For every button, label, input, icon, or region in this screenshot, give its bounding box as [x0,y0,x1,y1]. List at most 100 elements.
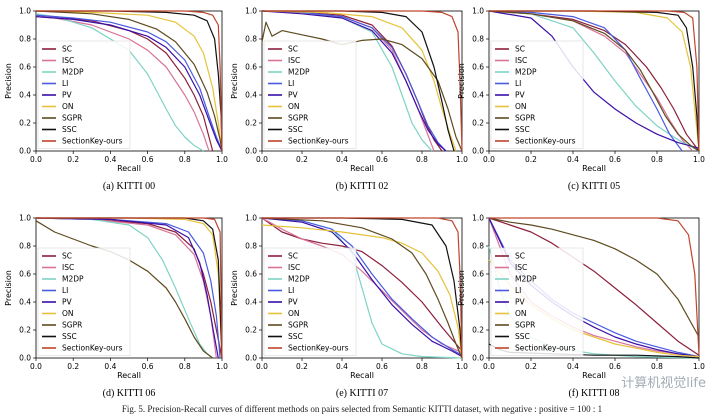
y-axis-label: Precision [457,63,466,99]
x-axis-label: Recall [582,371,606,380]
x-tick-label: 0.6 [376,155,388,164]
series-line-sc [261,217,463,352]
legend-label: SectionKey-ours [515,137,576,146]
y-tick-label: 1.0 [472,7,484,16]
chart-panel-2: 0.0 0.2 0.4 0.6 0.8 1.0 0.0 0.2 0.4 0.6 0.8 1.0 Reca… [230,7,468,192]
y-tick-label: 0.6 [245,270,257,279]
x-tick-label: 0.8 [179,362,191,371]
legend-label: LI [62,286,68,295]
series-line-li [261,217,463,356]
legend-label: ON [288,309,300,318]
x-tick-label: 0.8 [179,155,191,164]
y-tick-label: 1.0 [19,7,31,16]
x-axis-label: Recall [350,371,374,380]
series-line-sc [488,10,700,152]
legend-label: M2DP [62,68,84,77]
chart-panel-1: 0.0 0.2 0.4 0.6 0.8 1.0 0.0 0.2 0.4 0.6 0.8 1.0 Reca… [4,7,228,192]
series-line-sgpr [261,217,463,359]
y-axis-label: Precision [230,63,239,99]
y-tick-label: 0.6 [245,63,257,72]
x-tick-label: 1.0 [693,362,705,371]
legend-label: SC [288,252,298,261]
x-tick-label: 0.8 [651,362,663,371]
x-tick-label: 0.4 [104,362,116,371]
x-tick-label: 0.2 [525,362,537,371]
figure-caption: Fig. 5. Precision-Recall curves of diffe… [121,404,603,414]
x-tick-label: 0.0 [483,155,495,164]
x-tick-label: 0.6 [142,362,154,371]
legend-label: SectionKey-ours [515,344,576,353]
legend-label: SGPR [288,114,308,123]
y-tick-label: 0.4 [19,298,31,307]
watermark-text: 计算机视觉life [621,376,706,391]
chart-panel-4: 0.0 0.2 0.4 0.6 0.8 1.0 0.0 0.2 0.4 0.6 0.8 1.0 Reca… [4,214,228,399]
legend-label: SGPR [62,114,82,123]
x-tick-label: 0.2 [525,155,537,164]
legend-label: PV [288,91,299,100]
legend-label: SC [515,45,525,54]
legend-label: SC [62,252,72,261]
y-tick-label: 0.4 [19,91,31,100]
x-tick-label: 0.0 [30,155,42,164]
x-tick-label: 0.4 [336,362,348,371]
y-tick-label: 0.4 [245,91,257,100]
legend-label: LI [288,79,294,88]
series-line-li [261,10,447,152]
y-tick-label: 1.0 [245,214,257,223]
x-axis-label: Recall [350,164,374,173]
legend-label: SectionKey-ours [62,344,123,353]
subfigure-caption: (a) KITTI 00 [103,181,155,192]
x-tick-label: 0.0 [30,362,42,371]
legend-label: SSC [515,125,530,134]
series-line-sectionkey-ours [262,217,463,359]
y-tick-label: 0.2 [245,119,257,128]
series-line-sgpr [35,10,223,152]
y-tick-label: 0.8 [245,35,257,44]
legend: SC ISC M2DP LI PV ON SGPR SSC SectionKey-ours [490,247,584,356]
legend-label: SGPR [62,321,82,330]
legend: SC ISC M2DP LI PV ON SGPR SSC SectionKey-ours [37,40,131,149]
legend-label: SectionKey-ours [62,137,123,146]
legend-label: LI [515,286,521,295]
y-tick-label: 0.8 [472,242,484,251]
x-axis-label: Recall [582,164,606,173]
legend-label: ISC [62,263,74,272]
legend: SC ISC M2DP LI PV ON SGPR SSC SectionKey-ours [37,247,131,356]
legend-label: PV [62,91,73,100]
y-tick-label: 0.0 [472,147,484,156]
legend-label: M2DP [62,275,84,284]
series-line-pv [261,10,447,152]
legend-label: LI [62,79,68,88]
y-axis-label: Precision [4,63,13,99]
x-tick-label: 1.0 [693,155,705,164]
legend-label: M2DP [515,275,537,284]
y-tick-label: 0.2 [472,119,484,128]
series-line-sgpr [35,220,214,359]
y-tick-label: 0.6 [19,63,31,72]
series-line-on [261,224,463,359]
legend-label: PV [62,298,73,307]
series-line-sectionkey-ours [262,10,463,152]
x-tick-label: 1.0 [216,155,228,164]
series-line-pv [35,16,223,152]
chart-panel-5: 0.0 0.2 0.4 0.6 0.8 1.0 0.0 0.2 0.4 0.6 0.8 1.0 Reca… [230,214,468,399]
subfigure-caption: (d) KITTI 06 [103,388,156,399]
x-tick-label: 1.0 [216,362,228,371]
legend-label: PV [515,298,526,307]
series-line-sectionkey-ours [36,217,223,359]
legend-label: SSC [288,332,303,341]
legend-label: SGPR [288,321,308,330]
y-tick-label: 0.0 [472,354,484,363]
series-line-li [35,14,223,152]
legend-label: ON [515,309,527,318]
y-tick-label: 1.0 [472,214,484,223]
x-tick-label: 0.6 [142,155,154,164]
legend-label: PV [288,298,299,307]
subfigure-caption: (f) KITTI 08 [568,388,619,399]
series-line-pv [35,217,219,359]
legend-label: ON [515,102,527,111]
legend: SC ISC M2DP LI PV ON SGPR SSC SectionKey-ours [263,40,357,149]
y-tick-label: 0.6 [472,270,484,279]
legend: SC ISC M2DP LI PV ON SGPR SSC SectionKey-ours [490,40,584,149]
subfigure-caption: (b) KITTI 02 [336,181,389,192]
